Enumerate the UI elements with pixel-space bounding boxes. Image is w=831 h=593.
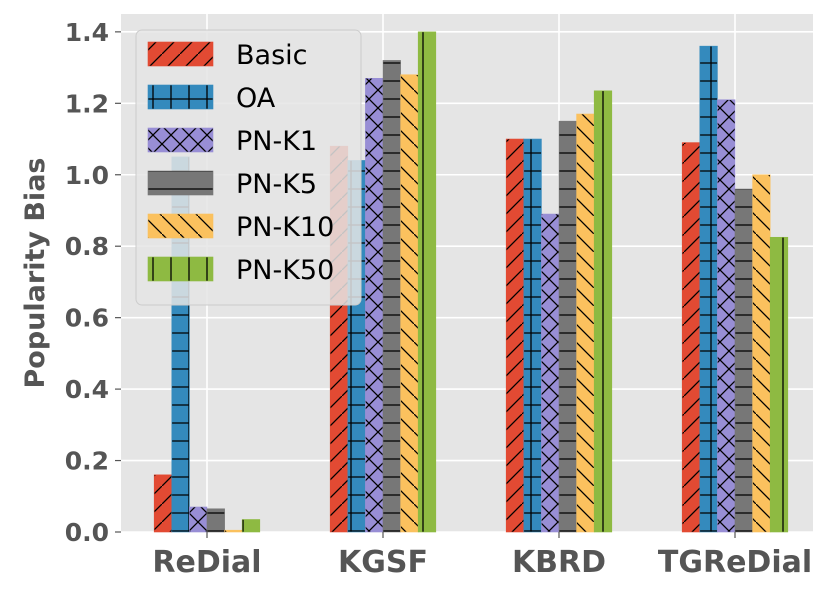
legend-swatch-pn-k50 <box>147 256 214 282</box>
bar-pn-k5-kbrd <box>558 120 577 533</box>
x-tick-label: KBRD <box>512 545 606 580</box>
bar-pn-k50-redial <box>241 519 261 533</box>
legend-swatch-basic <box>147 41 214 67</box>
y-tick-label: 1.4 <box>65 18 109 47</box>
legend-swatch-pn-k5 <box>147 170 214 196</box>
legend: Basic OA PN-K1 PN-K5 PN-K10 PN-K50 <box>135 29 362 306</box>
y-axis-label: Popularity Bias <box>20 158 51 389</box>
y-tick-label: 1.2 <box>65 89 109 118</box>
y-tick-label: 0.2 <box>65 447 109 476</box>
legend-label-pn-k5: PN-K5 <box>236 169 317 200</box>
bar-pn-k50-kgsf <box>417 31 437 533</box>
x-tick-label: ReDial <box>152 545 261 580</box>
bar-pn-k5-tgredial <box>734 188 753 533</box>
y-tick-label: 0.6 <box>65 304 109 333</box>
x-tick-label: KGSF <box>338 545 428 580</box>
x-axis-ticks: ReDial KGSF KBRD TGReDial <box>152 532 812 580</box>
bar-pn-k5-kgsf <box>382 60 401 533</box>
legend-swatch-pn-k1 <box>147 127 214 153</box>
bar-pn-k5-redial <box>206 508 225 533</box>
legend-swatch-oa <box>147 84 214 110</box>
legend-label-oa: OA <box>236 83 276 114</box>
bar-oa-kbrd <box>523 138 542 533</box>
bar-oa-tgredial <box>699 45 718 533</box>
y-tick-label: 1.0 <box>65 161 109 190</box>
bars <box>153 31 789 533</box>
legend-label-basic: Basic <box>236 40 307 71</box>
x-tick-label: TGReDial <box>658 545 812 580</box>
legend-label-pn-k1: PN-K1 <box>236 126 317 157</box>
bar-basic-kbrd <box>505 138 525 533</box>
bar-pn-k50-kbrd <box>593 90 613 533</box>
y-tick-label: 0.0 <box>65 518 109 547</box>
y-tick-label: 0.8 <box>65 232 109 261</box>
bar-pn-k10-kgsf <box>400 74 419 533</box>
legend-label-pn-k10: PN-K10 <box>236 212 334 243</box>
bar-pn-k50-tgredial <box>769 236 789 533</box>
y-axis-ticks: 0.0 0.2 0.4 0.6 0.8 1.0 1.2 1.4 <box>65 18 121 547</box>
y-tick-label: 0.4 <box>65 375 109 404</box>
bar-pn-k10-tgredial <box>752 174 771 533</box>
bar-pn-k1-kgsf <box>365 78 384 533</box>
bar-pn-k1-redial <box>189 506 208 533</box>
bar-pn-k1-tgredial <box>717 99 736 533</box>
bar-pn-k10-redial <box>224 529 243 533</box>
bar-basic-redial <box>153 474 173 533</box>
bar-pn-k10-kbrd <box>576 113 595 533</box>
bar-basic-tgredial <box>681 142 701 533</box>
legend-label-pn-k50: PN-K50 <box>236 255 334 286</box>
legend-swatch-pn-k10 <box>147 213 214 239</box>
bar-pn-k1-kbrd <box>541 213 560 533</box>
